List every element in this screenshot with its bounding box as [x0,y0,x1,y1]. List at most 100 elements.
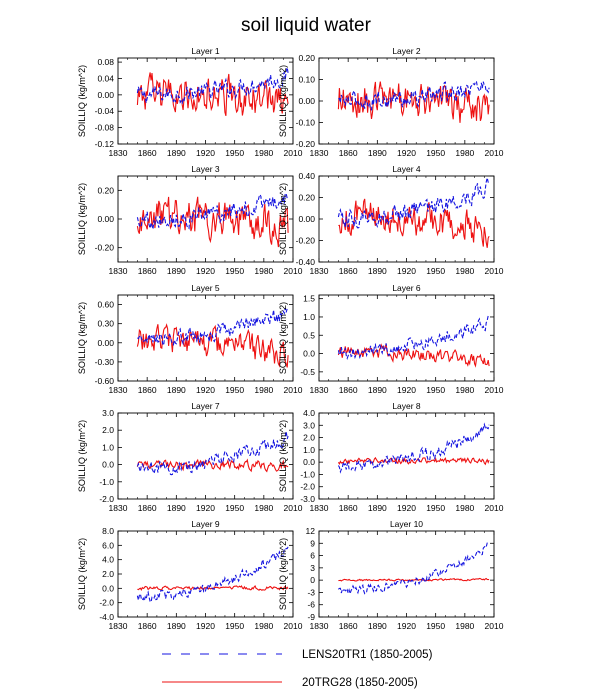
plot-frame [117,530,294,618]
y-tick-label: 1.0 [303,445,315,455]
x-tick-label: 1980 [455,148,474,158]
y-tick-label: 9 [310,538,315,548]
x-tick-label: 2010 [485,503,504,513]
y-tick-label: 0.00 [298,214,315,224]
x-tick-label: 1920 [196,503,215,513]
y-axis-label: SOILLIQ (kg/m^2) [278,302,288,374]
x-tick-label: 1980 [455,266,474,276]
x-tick-label: 1890 [368,503,387,513]
x-tick-label: 1920 [397,503,416,513]
y-tick-label: 8.0 [102,526,114,536]
x-tick-label: 1950 [225,503,244,513]
x-tick-label: 1950 [225,621,244,631]
y-tick-label: 0.60 [97,300,114,310]
series-line-20trg28 [337,342,490,368]
y-tick-label: -3 [307,587,315,597]
y-axis-label: SOILLIQ (kg/m^2) [77,538,87,610]
x-tick-label: 1830 [109,621,128,631]
x-tick-label: 1980 [254,385,273,395]
x-tick-label: 1980 [254,621,273,631]
y-tick-label: 2.0 [303,433,315,443]
y-tick-label: -3.0 [300,494,315,504]
series-line-lens20tr1 [338,80,490,111]
panels: Layer 1 1830 1860 1890 1920 1950 1980 2010 -0.12… [77,46,504,631]
y-tick-label: -9 [307,612,315,622]
x-tick-label: 2010 [485,621,504,631]
x-tick-label: 1920 [196,148,215,158]
x-tick-label: 1890 [167,266,186,276]
x-tick-label: 2010 [284,503,303,513]
panel-title: Layer 5 [191,283,220,293]
x-tick-label: 2010 [284,621,303,631]
series-line-lens20tr1 [338,541,490,596]
y-tick-label: -0.20 [95,243,115,253]
x-tick-label: 1950 [225,266,244,276]
y-tick-label: 3 [310,563,315,573]
x-tick-label: 1830 [310,621,329,631]
y-tick-label: 0.20 [298,193,315,203]
legend: LENS20TR1 (1850-2005) 20TRG28 (1850-2005… [162,649,433,689]
y-tick-label: 0.00 [97,90,114,100]
x-tick-label: 1920 [397,148,416,158]
x-tick-label: 2010 [284,266,303,276]
legend-label-20trg28: 20TRG28 (1850-2005) [302,677,418,689]
panel-layer-1: Layer 1 1830 1860 1890 1920 1950 1980 2010 -0.12… [77,46,303,158]
panel-title: Layer 2 [392,46,421,56]
y-tick-label: 3.0 [102,408,114,418]
series-line-lens20tr1 [136,431,289,476]
x-tick-label: 1980 [455,503,474,513]
plot-frame [318,294,495,382]
y-tick-label: 0.0 [102,460,114,470]
x-tick-label: 1920 [397,385,416,395]
y-tick-label: 0.08 [97,57,114,67]
panel-layer-10: Layer 10 1830 1860 1890 1920 1950 1980 2010 -9 -6… [278,519,504,631]
y-tick-label: 3.0 [303,420,315,430]
plot-frame [117,294,294,382]
series-line-20trg28 [338,577,490,582]
x-tick-label: 1950 [426,148,445,158]
x-tick-label: 1890 [167,385,186,395]
y-tick-label: 2.0 [102,569,114,579]
panel-title: Layer 6 [392,283,421,293]
x-tick-label: 1950 [426,266,445,276]
panel-title: Layer 7 [191,401,220,411]
panel-layer-3: Layer 3 1830 1860 1890 1920 1950 1980 2010 -0.20… [77,164,303,276]
y-tick-label: 6.0 [102,540,114,550]
series-line-lens20tr1 [137,307,289,348]
panel-title: Layer 8 [392,401,421,411]
y-tick-label: 0.00 [97,214,114,224]
x-tick-label: 1860 [138,148,157,158]
y-tick-label: 0.00 [298,96,315,106]
y-tick-label: 0.40 [298,171,315,181]
x-tick-label: 1890 [368,266,387,276]
series-line-20trg28 [337,456,490,466]
y-tick-label: -0.10 [296,118,316,128]
series-line-20trg28 [338,198,490,248]
x-tick-label: 1860 [138,266,157,276]
series-line-20trg28 [136,72,289,116]
plot-frame [318,412,495,500]
x-tick-label: 1830 [310,266,329,276]
y-tick-label: -6 [307,600,315,610]
x-tick-label: 1860 [339,621,358,631]
x-tick-label: 1830 [310,503,329,513]
y-tick-label: -0.30 [95,357,115,367]
y-tick-label: -0.5 [300,367,315,377]
x-tick-label: 1860 [339,385,358,395]
y-tick-label: 4.0 [102,555,114,565]
x-tick-label: 1980 [254,503,273,513]
y-tick-label: -0.12 [95,139,115,149]
y-tick-label: 0.5 [303,330,315,340]
series-line-lens20tr1 [136,546,289,603]
y-tick-label: 1.5 [303,294,315,304]
y-tick-label: 0.00 [97,338,114,348]
y-tick-label: 0.20 [97,185,114,195]
y-tick-label: 0.20 [298,53,315,63]
x-tick-label: 1860 [339,266,358,276]
y-tick-label: -0.04 [95,106,115,116]
y-tick-label: -2.0 [300,482,315,492]
y-tick-label: 0.04 [97,73,114,83]
